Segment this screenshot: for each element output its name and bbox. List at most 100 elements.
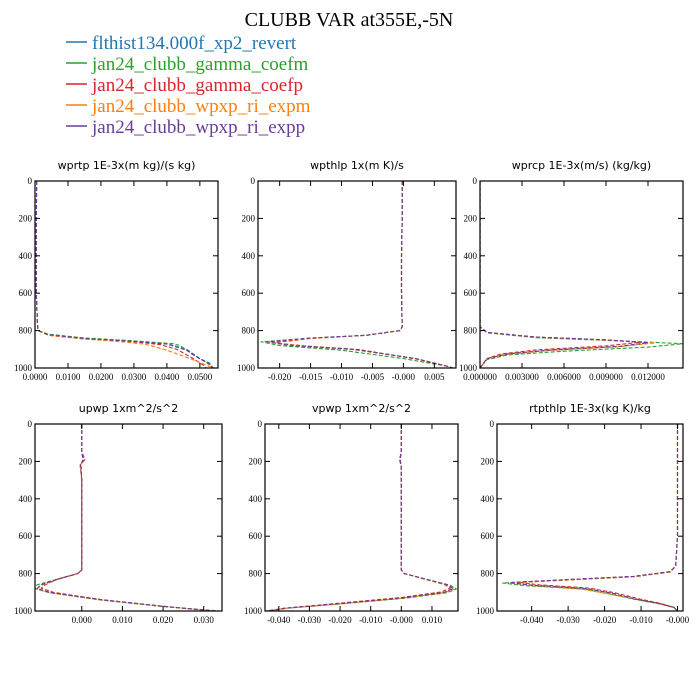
x-tick-label: 0.012000: [631, 372, 665, 382]
x-tick-label: 0.0400: [155, 372, 180, 382]
y-tick-label: 0: [473, 176, 478, 186]
plot-frame: [257, 180, 457, 369]
x-tick-label: 0.0500: [187, 372, 212, 382]
panels: wprtp 1E-3x(m kg)/(s kg)0.0000 0.0100 0.02…: [14, 159, 690, 625]
y-tick-label: 800: [481, 569, 495, 579]
y-tick-label: 800: [464, 326, 478, 336]
y-tick-label: 200: [481, 456, 495, 466]
y-tick-label: 600: [464, 288, 478, 298]
plot-frame: [479, 180, 684, 369]
y-tick-label: 200: [249, 456, 263, 466]
y-tick-label: 0: [28, 176, 33, 186]
legend-label: jan24_clubb_gamma_coefp: [91, 75, 303, 96]
x-tick-label: -0.005: [361, 372, 385, 382]
x-tick-label: 0.005: [424, 372, 445, 382]
figure-title: CLUBB VAR at355E,-5N: [245, 9, 454, 31]
series-line: [480, 181, 649, 368]
y-tick-label: 0: [28, 419, 33, 429]
x-tick-label: 0.010: [422, 615, 443, 625]
series-group: [480, 181, 683, 368]
series-line: [266, 424, 456, 611]
y-tick-label: 800: [242, 326, 256, 336]
y-tick-label: 600: [242, 288, 256, 298]
y-tick-label: 600: [249, 531, 263, 541]
legend-label: jan24_clubb_wpxp_ri_expp: [91, 117, 305, 138]
series-line: [269, 424, 451, 611]
series-group: [35, 424, 221, 611]
x-tick-label: -0.040: [520, 615, 544, 625]
plot-frame: [264, 423, 459, 612]
legend-label: flthist134.000f_xp2_revert: [92, 33, 297, 54]
x-tick-label: -0.000: [666, 615, 690, 625]
panel-title: rtpthlp 1E-3x(kg K)/kg: [529, 402, 651, 415]
chart-panel: rtpthlp 1E-3x(kg K)/kg -0.040 -0.030 -0.020…: [476, 402, 690, 625]
x-tick-label: -0.010: [629, 615, 653, 625]
series-line: [40, 424, 212, 611]
x-tick-label: 0.000000: [463, 372, 497, 382]
series-line: [509, 424, 679, 611]
legend-entry: jan24_clubb_gamma_coefm: [66, 54, 309, 75]
x-tick-label: 0.003000: [505, 372, 539, 382]
panel-title: wpthlp 1x(m K)/s: [310, 159, 404, 172]
series-line: [516, 424, 679, 611]
panel-title: wprtp 1E-3x(m kg)/(s kg): [58, 159, 196, 172]
series-line: [266, 424, 458, 611]
x-tick-label: -0.000: [392, 372, 416, 382]
y-tick-label: 200: [464, 213, 478, 223]
series-line: [480, 181, 649, 368]
x-tick-label: 0.009000: [589, 372, 623, 382]
series-line: [35, 181, 207, 368]
chart-panel: upwp 1xm^2/s^2 0.000 0.010 0.020 0.030 0 200 40…: [14, 402, 223, 625]
series-line: [35, 424, 216, 611]
y-tick-label: 1000: [237, 363, 256, 373]
x-tick-label: -0.020: [268, 372, 292, 382]
plot-frame: [496, 423, 684, 612]
y-tick-label: 600: [19, 288, 33, 298]
series-group: [260, 181, 454, 368]
y-tick-label: 400: [249, 494, 263, 504]
chart-panel: wprtp 1E-3x(m kg)/(s kg) 0.0000 0.0100 0.02…: [14, 159, 219, 382]
x-tick-label: 0.0200: [89, 372, 114, 382]
y-tick-label: 200: [242, 213, 256, 223]
y-tick-label: 400: [19, 251, 33, 261]
series-line: [509, 424, 679, 611]
series-group: [35, 181, 214, 368]
series-line: [501, 424, 679, 611]
y-tick-label: 400: [481, 494, 495, 504]
legend-label: jan24_clubb_wpxp_ri_expm: [91, 96, 311, 117]
x-tick-label: -0.030: [298, 615, 322, 625]
y-tick-label: 1000: [476, 606, 495, 616]
x-tick-label: -0.020: [593, 615, 617, 625]
legend-entry: flthist134.000f_xp2_revert: [66, 33, 297, 54]
y-tick-label: 400: [19, 494, 33, 504]
y-tick-label: 0: [251, 176, 256, 186]
y-tick-label: 400: [242, 251, 256, 261]
y-tick-label: 600: [19, 531, 33, 541]
series-group: [501, 424, 679, 611]
x-tick-label: -0.030: [556, 615, 580, 625]
x-tick-label: -0.010: [330, 372, 354, 382]
legend-entry: jan24_clubb_gamma_coefp: [66, 75, 303, 96]
x-tick-label: 0.010: [112, 615, 133, 625]
x-tick-label: -0.020: [328, 615, 352, 625]
y-tick-label: 800: [249, 569, 263, 579]
y-tick-label: 0: [490, 419, 495, 429]
series-line: [509, 424, 679, 611]
y-tick-label: 1000: [459, 363, 478, 373]
legend-label: jan24_clubb_gamma_coefm: [91, 54, 309, 75]
y-tick-label: 1000: [244, 606, 263, 616]
series-line: [266, 424, 454, 611]
x-tick-label: -0.040: [267, 615, 291, 625]
series-line: [35, 181, 214, 368]
x-tick-label: 0.006000: [547, 372, 581, 382]
y-tick-label: 200: [19, 213, 33, 223]
series-line: [272, 181, 454, 368]
series-line: [480, 181, 683, 368]
y-tick-label: 800: [19, 326, 33, 336]
series-line: [266, 181, 454, 368]
y-tick-label: 1000: [14, 606, 33, 616]
series-line: [36, 424, 216, 611]
y-tick-label: 0: [258, 419, 263, 429]
x-tick-label: 0.020: [153, 615, 174, 625]
